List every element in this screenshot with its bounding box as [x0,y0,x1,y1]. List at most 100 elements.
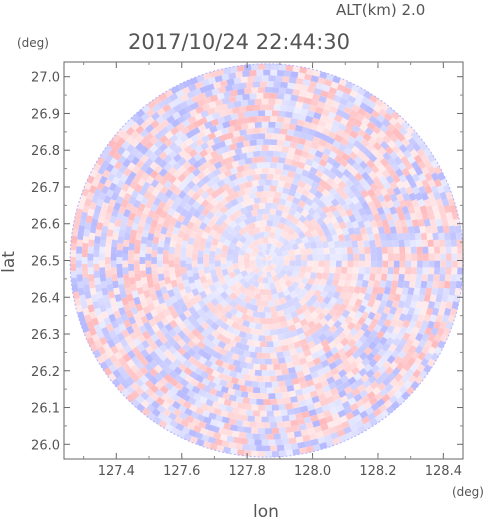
radar-cell [297,441,306,449]
radar-cell [232,106,241,114]
radar-cell [265,255,269,261]
radar-cell [273,81,282,88]
radar-cell [283,420,292,428]
radar-cell [380,187,389,197]
radar-cell [401,306,410,316]
radar-cell [206,178,216,188]
radar-cell [123,208,131,218]
radar-cell [188,206,197,215]
radar-cell [403,212,412,221]
radar-cell [349,344,359,354]
radar-cell [347,397,357,406]
radar-cell [351,195,360,205]
radar-cell [126,349,136,360]
radar-cell [330,367,340,376]
radar-cell [140,348,150,358]
radar-cell [181,343,191,353]
radar-cell [389,150,399,161]
radar-cell [324,253,331,261]
radar-cell [169,216,178,226]
radar-cell [164,130,174,140]
radar-cell [261,191,269,197]
radar-cell [228,299,238,309]
radar-cell [393,156,403,166]
radar-cell [403,300,412,309]
radar-cell [382,134,392,144]
radar-cell [291,242,300,251]
radar-cell [239,337,248,345]
radar-cell [273,104,282,111]
radar-cell [138,219,146,228]
radar-cell [141,339,150,349]
radar-cell [107,172,116,182]
radar-cell [302,309,312,318]
radar-cell [319,234,328,243]
radar-cell [258,202,266,209]
radar-cell [224,162,234,171]
radar-cell [309,80,318,89]
radar-cell [274,322,282,330]
radar-cell [335,297,345,306]
radar-cell [149,135,159,145]
radar-cell [314,190,324,199]
radar-cell [345,220,354,230]
radar-cell [226,325,235,334]
radar-cell [359,160,369,170]
radar-cell [263,231,270,238]
radar-cell [305,247,313,255]
radar-cell [439,239,446,248]
radar-cell [420,154,430,164]
radar-cell [136,108,146,118]
radar-cell [206,107,216,116]
radar-cell [370,164,380,174]
radar-cell [317,200,326,210]
radar-cell [438,280,445,289]
radar-cell [196,187,205,197]
radar-cell [305,115,314,124]
radar-cell [144,379,154,389]
radar-cell [302,434,311,442]
radar-cell [434,260,441,268]
radar-cell [305,68,315,76]
radar-cell [301,324,311,333]
radar-cell [96,290,104,299]
radar-cell [324,122,333,131]
radar-cell [183,309,192,319]
radar-cell [301,254,308,261]
radar-cell [249,116,257,123]
radar-cell [239,129,248,136]
radar-cell [128,256,134,264]
radar-cell [135,402,146,412]
radar-cell [390,349,400,359]
radar-cell [284,379,293,387]
radar-cell [292,359,301,367]
radar-cell [226,101,236,110]
radar-cell [159,134,169,144]
radar-cell [177,330,187,340]
radar-cell [451,260,458,268]
radar-cell [243,403,252,411]
radar-cell [276,398,285,405]
radar-cell [185,97,195,106]
radar-cell [110,266,117,275]
radar-cell [94,171,103,182]
radar-cell [105,348,115,358]
radar-cell [177,190,187,200]
radar-cell [177,404,187,414]
radar-cell [214,129,223,138]
radar-cell [354,214,363,223]
radar-cell [448,225,456,234]
radar-cell [363,273,370,282]
radar-cell [365,286,374,295]
radar-cell [167,223,175,232]
radar-cell [185,415,195,424]
radar-cell [88,232,96,241]
radar-cell [387,267,394,275]
radar-cell [381,393,391,403]
radar-cell [196,308,206,317]
radar-cell [101,225,109,234]
radar-cell [153,197,162,207]
radar-cell [412,369,422,379]
radar-cell [70,277,78,286]
radar-cell [121,131,131,141]
